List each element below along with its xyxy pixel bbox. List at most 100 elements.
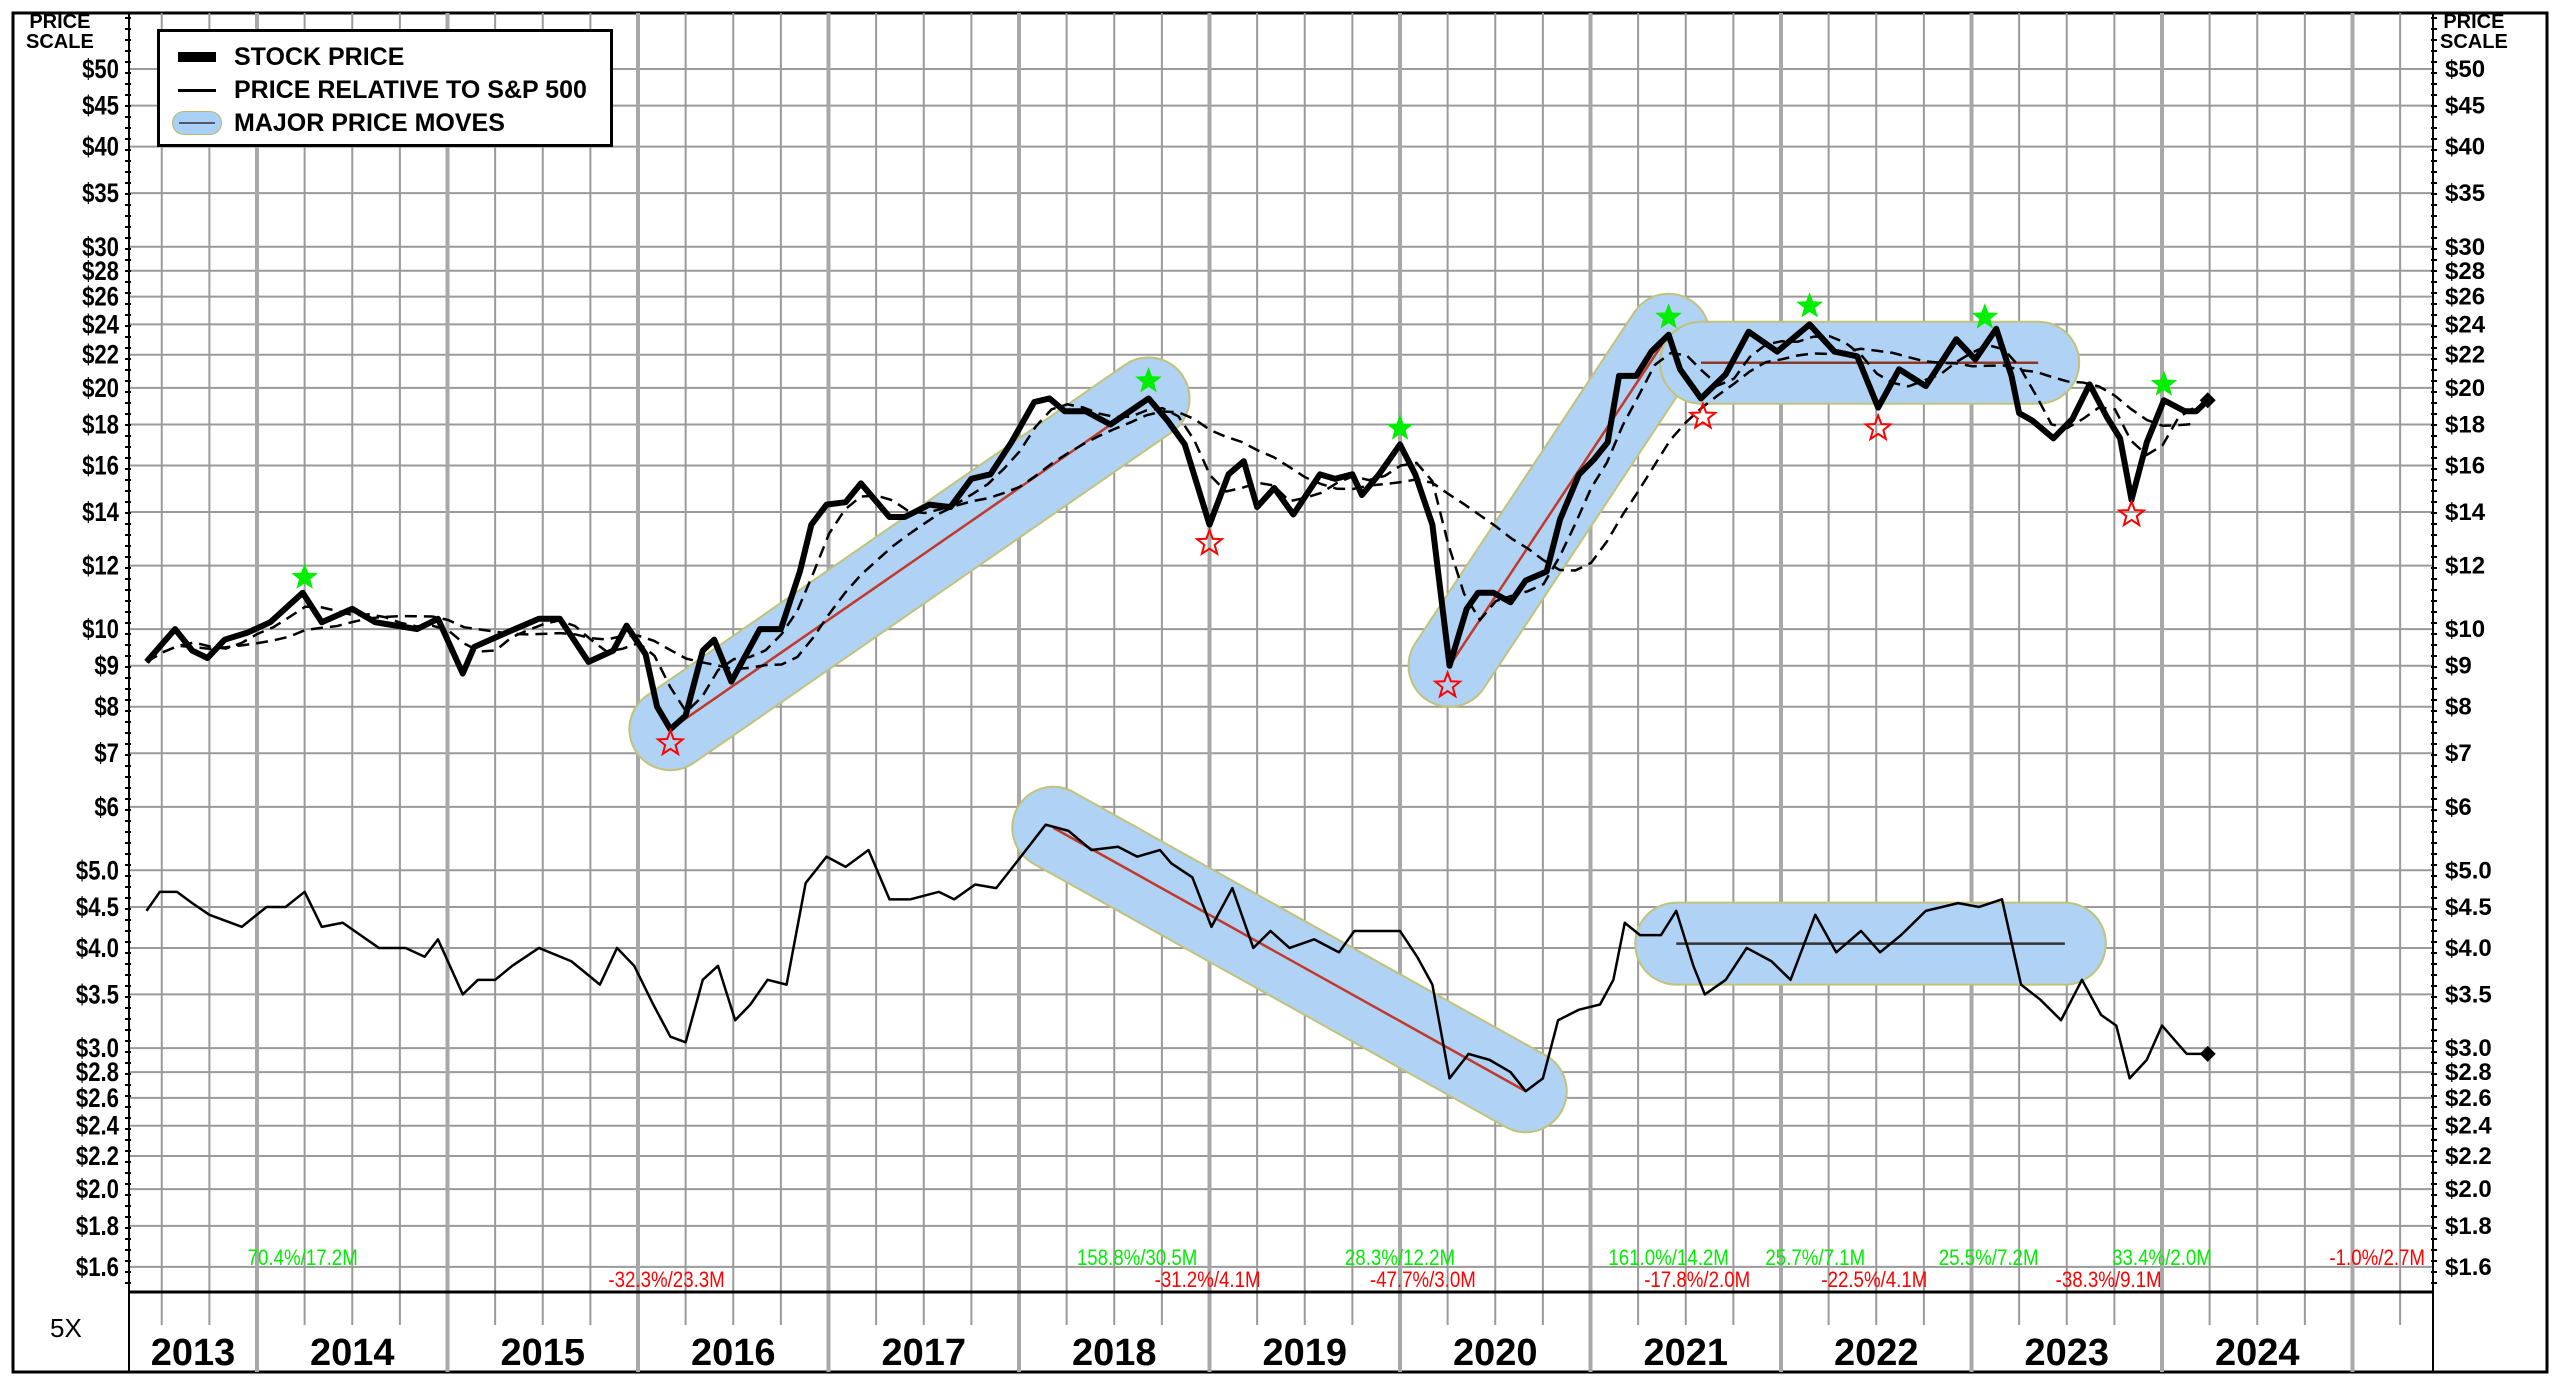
right-tick-label: $35 [2445,180,2485,207]
right-tick-label: $22 [2445,342,2485,369]
low-star-icon [1687,401,1718,430]
high-star-icon [1796,292,1823,318]
right-tick-label: $8 [2445,694,2472,721]
right-tick-label: $2.6 [2445,1085,2492,1112]
scale-title-line2: SCALE [2440,31,2508,53]
legend-label: MAJOR PRICE MOVES [234,108,505,137]
year-label: 2022 [1834,1332,1919,1374]
scale-title-line1: PRICE [2443,11,2505,33]
left-price-scale-title: PRICE SCALE [26,12,94,52]
low-star-icon [1432,669,1463,699]
year-label: 2014 [310,1332,395,1374]
move-annotation: -17.8%/2.0M [1644,1269,1750,1293]
high-star-icon [1655,303,1682,329]
low-star-icon [1194,527,1225,557]
right-tick-label: $10 [2445,616,2485,643]
legend-item-relative: PRICE RELATIVE TO S&P 500 [172,75,587,105]
right-tick-label: $14 [2445,499,2486,526]
left-tick-label: $4.0 [76,934,119,964]
scale-factor-label: 5X [50,1313,82,1343]
high-star-icon [1971,303,1999,329]
right-tick-label: $7 [2445,740,2472,767]
left-tick-label: $7 [94,739,119,769]
right-tick-label: $2.0 [2445,1176,2492,1203]
scale-title-line1: PRICE [29,11,91,33]
right-tick-label: $12 [2445,553,2485,580]
right-tick-label: $30 [2445,234,2485,261]
right-tick-label: $2.8 [2445,1059,2492,1086]
left-tick-label: $22 [82,341,119,371]
chart-frame [11,11,2549,1374]
move-annotation: 28.3%/12.2M [1345,1247,1455,1271]
legend-item-stock-price: STOCK PRICE [172,42,404,72]
thin-line-swatch-icon [172,78,222,102]
left-tick-label: $2.6 [76,1084,119,1114]
right-tick-label: $5.0 [2445,857,2492,884]
move-annotation: 70.4%/17.2M [248,1247,358,1271]
left-tick-label: $24 [82,310,119,340]
legend-item-major-moves: MAJOR PRICE MOVES [172,108,505,138]
right-tick-label: $4.0 [2445,935,2492,962]
move-annotation: 158.8%/30.5M [1077,1247,1198,1271]
right-tick-label: $24 [2445,311,2486,338]
year-label: 2016 [691,1332,776,1374]
end-point-diamond-icon [2199,1045,2216,1062]
move-annotation: 25.7%/7.1M [1765,1247,1865,1271]
low-star-icon [655,727,686,757]
left-tick-label: $4.5 [76,893,119,923]
left-tick-label: $5.0 [76,856,119,886]
left-tick-label: $18 [82,411,119,441]
short-moving-average [145,334,2196,714]
high-star-icon [1135,366,1162,393]
left-tick-label: $20 [82,374,119,404]
left-tick-label: $3.5 [76,980,119,1010]
high-star-icon [1386,414,1414,440]
left-tick-label: $6 [94,793,119,823]
left-tick-label: $2.0 [76,1175,119,1205]
major-move-trendline [1448,334,1670,667]
left-tick-label: $9 [94,652,119,682]
move-annotation: -47.7%/3.0M [1370,1269,1476,1293]
year-label: 2013 [151,1332,236,1374]
right-tick-label: $2.2 [2445,1143,2492,1170]
right-tick-label: $1.6 [2445,1254,2492,1281]
left-tick-label: $30 [82,233,119,263]
legend-label: PRICE RELATIVE TO S&P 500 [234,75,587,104]
low-star-icon [1863,412,1894,442]
left-tick-label: $2.8 [76,1058,119,1088]
left-tick-label: $2.4 [76,1112,119,1142]
right-tick-label: $2.4 [2445,1113,2492,1140]
right-tick-label: $45 [2445,93,2485,120]
right-tick-label: $16 [2445,453,2485,480]
right-tick-label: $3.0 [2445,1035,2492,1062]
year-label: 2015 [500,1332,585,1374]
left-tick-label: $40 [82,133,119,163]
year-label: 2020 [1453,1332,1538,1374]
left-tick-label: $35 [82,179,119,209]
long-moving-average [145,347,2195,671]
right-tick-label: $20 [2445,375,2485,402]
year-label: 2024 [2215,1332,2300,1374]
right-price-scale-title: PRICE SCALE [2440,12,2508,52]
right-tick-label: $3.5 [2445,981,2492,1008]
move-annotation: -38.3%/9.1M [2056,1269,2162,1293]
left-tick-label: $8 [94,693,119,723]
move-annotation: -31.2%/4.1M [1155,1269,1261,1293]
right-tick-label: $28 [2445,258,2485,285]
legend-label: STOCK PRICE [234,42,405,71]
scale-title-line2: SCALE [26,31,94,53]
move-annotation: 161.0%/14.2M [1608,1247,1729,1271]
right-tick-label: $6 [2445,794,2472,821]
right-tick-label: $18 [2445,412,2485,439]
left-tick-label: $26 [82,283,119,313]
right-tick-label: $1.8 [2445,1213,2492,1240]
left-tick-label: $12 [82,552,119,582]
year-label: 2017 [881,1332,966,1374]
high-star-icon [2150,370,2178,396]
left-tick-label: $50 [82,55,119,85]
right-tick-label: $26 [2445,284,2485,311]
right-tick-label: $4.5 [2445,894,2492,921]
stock-price-line [144,321,2210,733]
left-tick-label: $16 [82,452,119,482]
